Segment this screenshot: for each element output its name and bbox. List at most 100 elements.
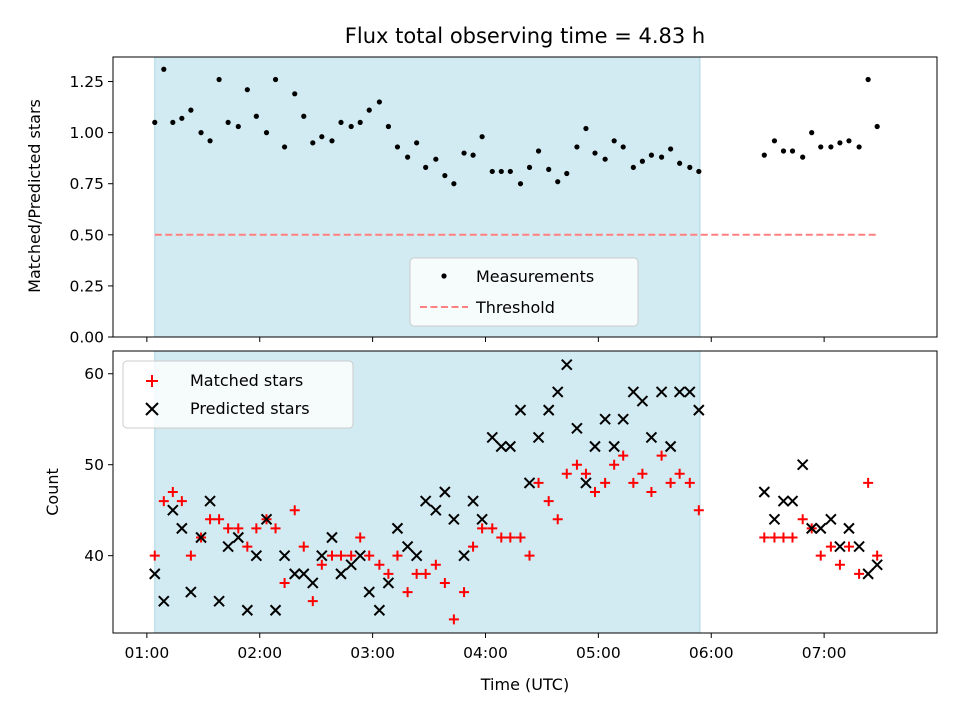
matched-star-point: [307, 596, 318, 607]
predicted-star-point: [768, 513, 781, 525]
measurement-point: [809, 130, 815, 136]
matched-star-point: [316, 559, 327, 570]
matched-star-point: [487, 523, 498, 534]
matched-star-point: [439, 577, 450, 588]
matched-star-point: [364, 550, 375, 561]
matched-star-point: [872, 550, 883, 561]
matched-star-point: [825, 541, 836, 552]
predicted-star-point: [241, 604, 254, 616]
measurement-point: [771, 138, 778, 144]
matched-star-point: [684, 477, 695, 488]
predicted-star-point: [777, 495, 790, 507]
measurement-point: [498, 168, 504, 175]
predicted-star-point: [805, 522, 818, 535]
matched-star-point: [411, 568, 422, 579]
measurement-point: [630, 164, 636, 170]
predicted-star-point: [834, 540, 846, 553]
measurement-point: [800, 154, 806, 160]
matched-star-point: [336, 550, 347, 561]
measurement-point: [489, 168, 495, 175]
predicted-star-point: [758, 486, 771, 498]
measurement-point: [461, 150, 467, 156]
predicted-star-point: [326, 531, 338, 544]
measurement-point: [281, 144, 288, 150]
matched-star-point: [589, 487, 600, 497]
measurement-point: [253, 113, 259, 119]
predicted-star-point: [307, 577, 319, 589]
axes-frame: [112, 56, 938, 338]
measurement-point: [348, 123, 354, 130]
matched-star-point: [561, 468, 572, 479]
y-tick-label: 0.25: [69, 277, 104, 295]
predicted-star-point: [269, 604, 282, 616]
measurement-point: [188, 107, 194, 113]
matched-star-point: [298, 541, 309, 552]
predicted-star-point: [664, 440, 677, 453]
x-tick-label: 04:00: [463, 644, 508, 662]
predicted-star-point: [222, 540, 234, 553]
legend-matched-label: Matched stars: [190, 371, 303, 390]
matched-star-point: [459, 587, 470, 598]
bottom-y-axis-label: Count: [43, 468, 62, 516]
measurement-point: [170, 119, 176, 126]
predicted-star-point: [523, 477, 536, 489]
measurement-point: [611, 138, 617, 144]
y-tick-label: 1.25: [69, 73, 104, 91]
matched-star-point: [834, 559, 845, 570]
predicted-star-point: [467, 495, 479, 507]
matched-star-point: [524, 550, 535, 561]
matched-star-point: [448, 614, 459, 625]
measurement-point: [433, 156, 439, 162]
predicted-star-point: [561, 358, 573, 371]
axes-frame: [112, 350, 938, 634]
series-predicted-stars: [149, 358, 883, 616]
matched-star-point: [693, 505, 704, 516]
measurement-point: [658, 154, 665, 160]
y-tick-label: 50: [84, 456, 104, 474]
measurement-point: [546, 166, 552, 173]
matched-star-point: [505, 532, 516, 543]
predicted-star-point: [532, 431, 545, 444]
predicted-star-point: [448, 513, 460, 525]
matched-star-point: [646, 487, 657, 497]
measurement-point: [470, 152, 476, 158]
top-legend: Measurements Threshold: [409, 257, 639, 327]
measurement-point: [244, 87, 250, 93]
predicted-star-point: [185, 586, 197, 598]
matched-star-point: [167, 487, 178, 497]
x-tick-label: 06:00: [689, 644, 734, 662]
predicted-star-point: [149, 568, 161, 580]
measurement-point: [263, 130, 270, 136]
measurement-point: [366, 107, 372, 113]
matched-star-point: [496, 532, 507, 543]
predicted-star-point: [514, 404, 527, 416]
predicted-star-point: [410, 549, 423, 562]
matched-star-point: [176, 496, 187, 507]
measurement-point: [535, 148, 542, 154]
measurement-point: [856, 144, 862, 150]
matched-star-point: [420, 568, 431, 579]
predicted-star-point: [673, 386, 686, 398]
x-tick-label: 05:00: [576, 644, 621, 662]
predicted-star-point: [158, 595, 170, 607]
matched-star-point: [205, 514, 216, 525]
measurement-point: [442, 172, 448, 179]
matched-star-point: [674, 468, 685, 479]
predicted-star-point: [213, 595, 225, 607]
matched-star-point: [270, 523, 281, 534]
predicted-star-point: [430, 504, 442, 516]
matched-star-point: [571, 459, 582, 470]
predicted-star-point: [439, 486, 451, 498]
measurement-point: [865, 76, 871, 83]
measurement-point: [789, 148, 796, 154]
predicted-star-point: [298, 568, 310, 580]
predicted-star-point: [486, 431, 498, 444]
matched-star-point: [854, 568, 865, 579]
predicted-star-point: [580, 477, 592, 489]
legend-measurements-marker: [441, 273, 447, 279]
measurement-point: [687, 164, 693, 170]
predicted-star-point: [627, 386, 640, 398]
measurement-point: [152, 119, 158, 126]
measurement-point: [451, 181, 457, 187]
